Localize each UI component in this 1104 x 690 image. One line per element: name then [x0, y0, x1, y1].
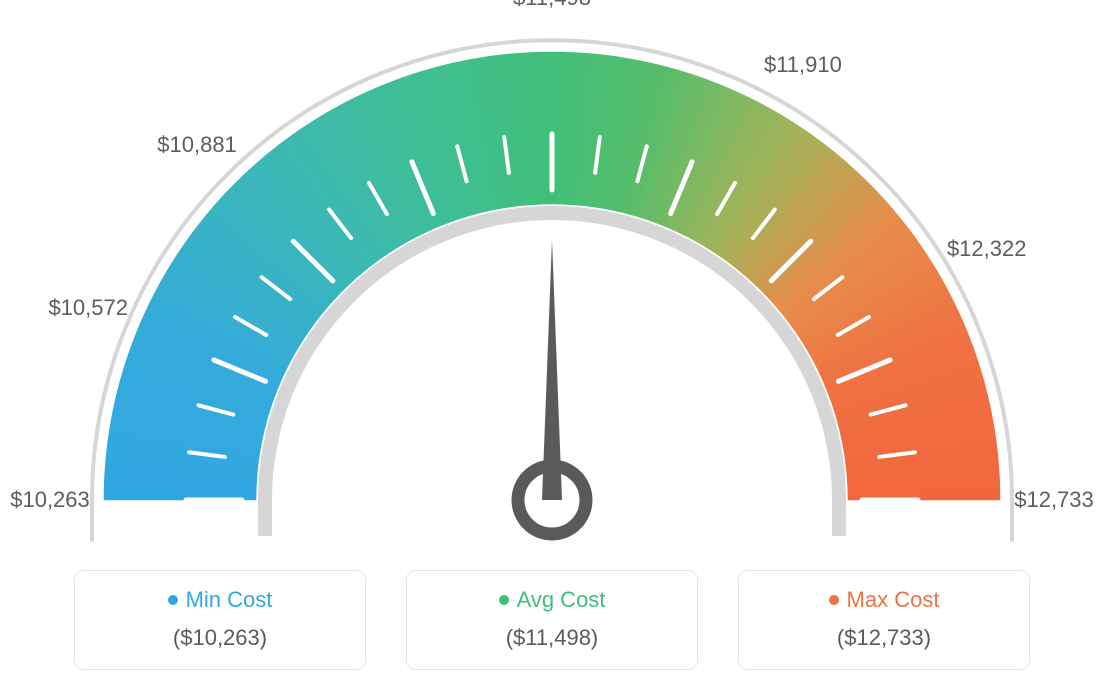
scale-label: $12,733	[1014, 487, 1094, 513]
scale-label: $10,263	[10, 487, 90, 513]
legend-title-max-text: Max Cost	[847, 587, 940, 613]
scale-label: $10,881	[157, 132, 237, 158]
legend-value-avg: ($11,498)	[407, 625, 697, 651]
legend-row: Min Cost ($10,263) Avg Cost ($11,498) Ma…	[0, 570, 1104, 690]
dot-icon-max	[829, 595, 839, 605]
scale-label: $10,572	[48, 295, 128, 321]
dot-icon-avg	[499, 595, 509, 605]
legend-title-avg-text: Avg Cost	[517, 587, 606, 613]
scale-label: $11,498	[513, 0, 591, 11]
cost-gauge-widget: $10,263 $10,572 $10,881 $11,498 $11,910 $12,3…	[0, 0, 1104, 690]
legend-title-min: Min Cost	[75, 587, 365, 613]
gauge-svg	[0, 0, 1104, 560]
dot-icon-min	[168, 595, 178, 605]
legend-title-min-text: Min Cost	[186, 587, 273, 613]
legend-value-min: ($10,263)	[75, 625, 365, 651]
scale-label: $12,322	[947, 236, 1027, 262]
legend-card-avg: Avg Cost ($11,498)	[406, 570, 698, 670]
scale-label: $11,910	[764, 52, 842, 78]
legend-card-min: Min Cost ($10,263)	[74, 570, 366, 670]
legend-title-avg: Avg Cost	[407, 587, 697, 613]
legend-value-max: ($12,733)	[739, 625, 1029, 651]
gauge-area: $10,263 $10,572 $10,881 $11,498 $11,910 $12,3…	[0, 0, 1104, 560]
legend-card-max: Max Cost ($12,733)	[738, 570, 1030, 670]
legend-title-max: Max Cost	[739, 587, 1029, 613]
